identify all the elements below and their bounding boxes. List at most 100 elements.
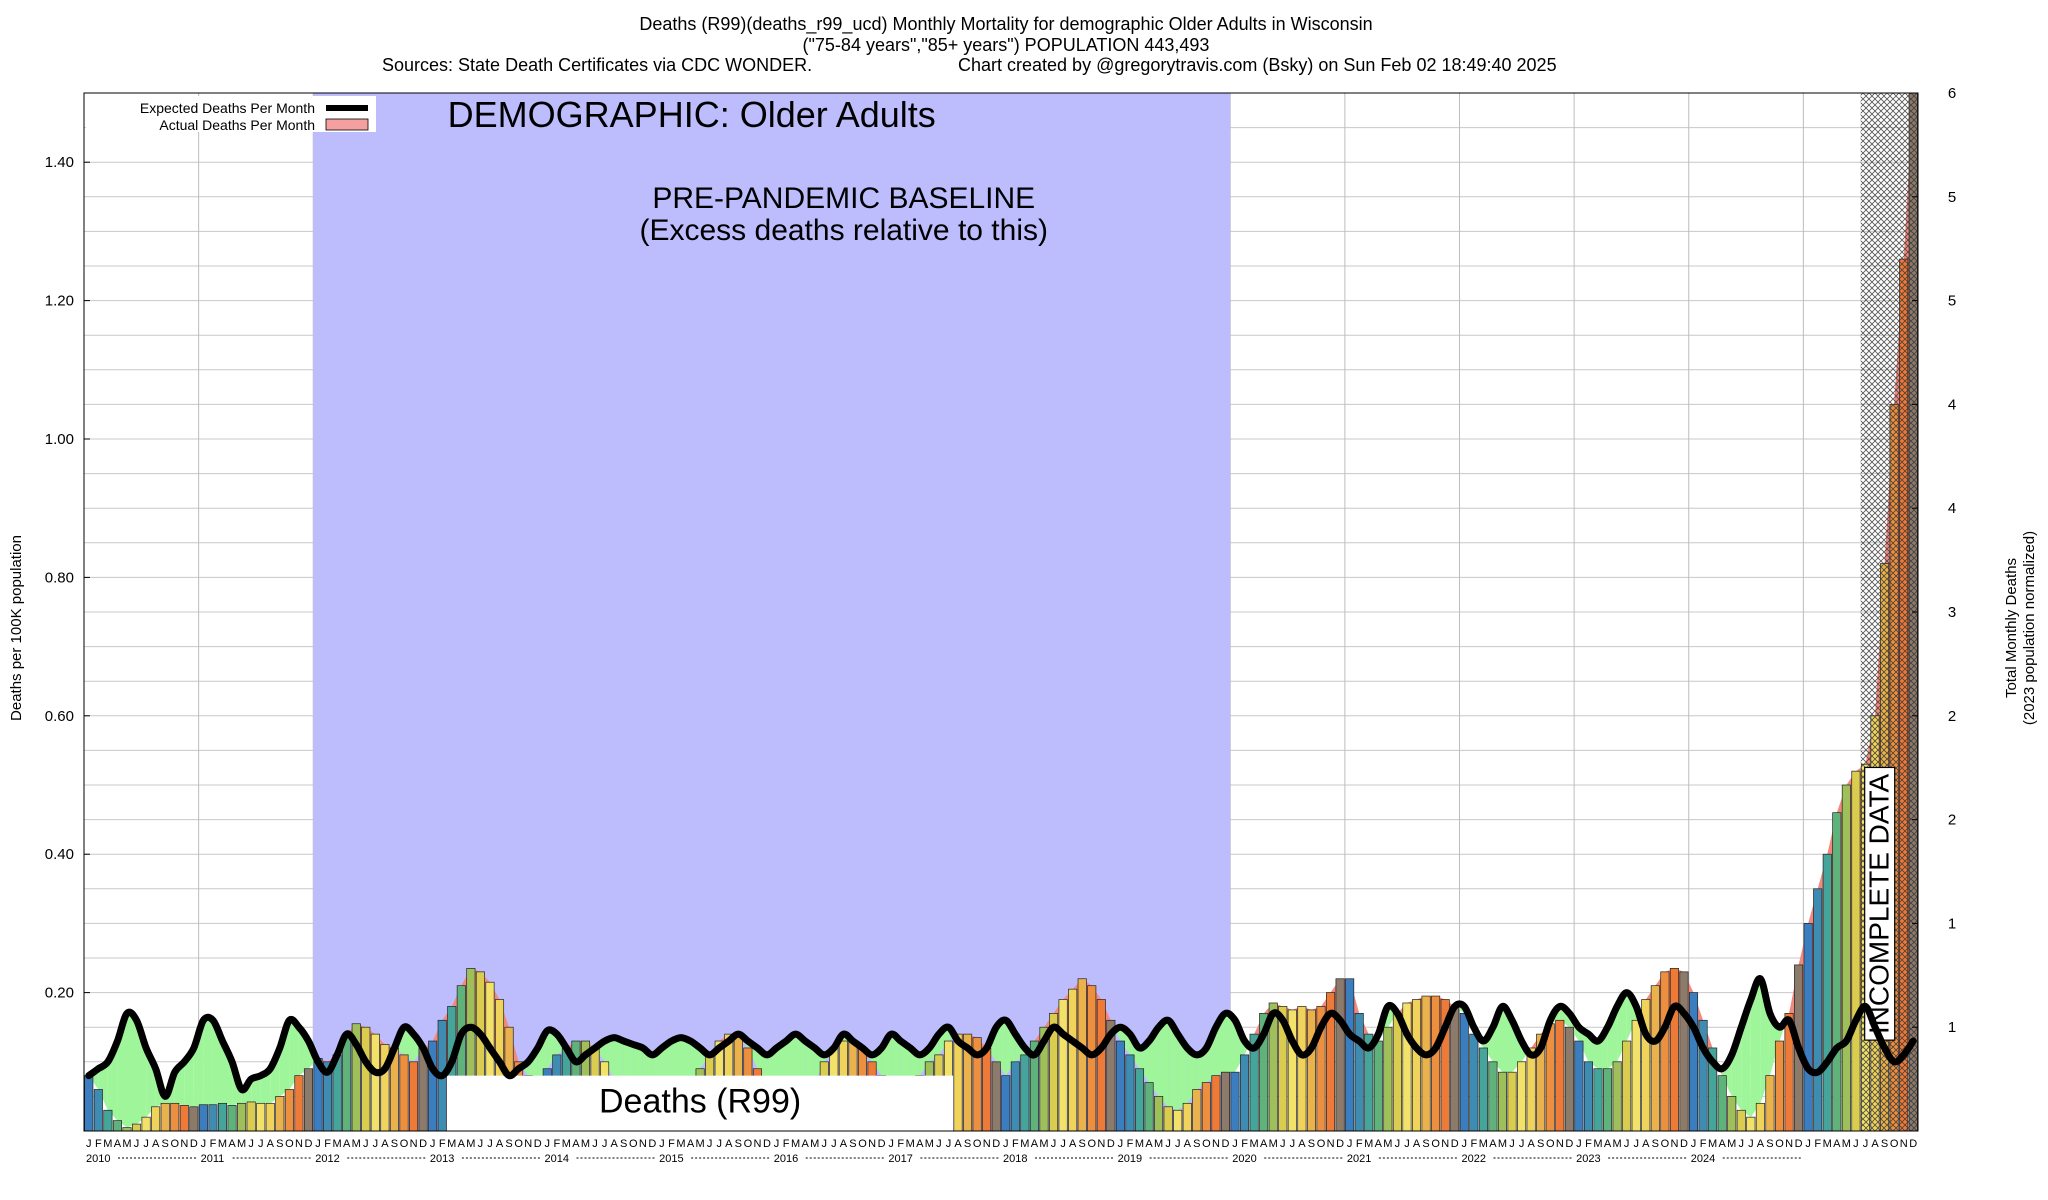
x-tick-month: F bbox=[1127, 1138, 1134, 1150]
deficit-area bbox=[1750, 978, 1761, 1118]
incomplete-data-label: INCOMPLETE DATA bbox=[1864, 773, 1895, 1034]
x-tick-month: S bbox=[1881, 1138, 1888, 1150]
x-tick-month: J bbox=[487, 1138, 493, 1150]
x-tick-month: O bbox=[400, 1138, 409, 1150]
cause-label: Deaths (R99) bbox=[599, 1083, 801, 1121]
x-tick-month: S bbox=[1422, 1138, 1429, 1150]
bar-actual-2011-3 bbox=[217, 1102, 228, 1132]
excess-area bbox=[1712, 1047, 1723, 1076]
x-tick-month: J bbox=[659, 1138, 665, 1150]
x-tick-month: F bbox=[783, 1138, 790, 1150]
baseline-note-2: (Excess deaths relative to this) bbox=[639, 214, 1048, 247]
x-tick-month: M bbox=[237, 1138, 246, 1150]
x-tick-month: O bbox=[1890, 1138, 1899, 1150]
x-tick-month: M bbox=[1250, 1138, 1259, 1150]
x-tick-month: J bbox=[248, 1138, 254, 1150]
x-tick-month: M bbox=[1269, 1138, 1278, 1150]
bar-actual-2010-12 bbox=[189, 1106, 199, 1132]
x-tick-month: N bbox=[1900, 1138, 1908, 1150]
deficit-area bbox=[251, 1075, 261, 1104]
chart-title: Deaths (R99)(deaths_r99_ucd) Monthly Mor… bbox=[639, 14, 1372, 35]
x-tick-month: F bbox=[439, 1138, 446, 1150]
x-tick-month: F bbox=[1700, 1138, 1707, 1150]
x-tick-month: M bbox=[676, 1138, 685, 1150]
x-tick-month: J bbox=[774, 1138, 780, 1150]
x-tick-month: M bbox=[352, 1138, 361, 1150]
x-tick-month: N bbox=[524, 1138, 532, 1150]
y-tick-label: 0.20 bbox=[45, 985, 74, 1002]
x-tick-month: D bbox=[878, 1138, 886, 1150]
bar-actual-2011-2 bbox=[208, 1104, 218, 1132]
x-tick-month: A bbox=[725, 1138, 733, 1150]
bar-actual-2023-10 bbox=[1660, 971, 1670, 1132]
bar-actual-2022-4 bbox=[1488, 1061, 1498, 1132]
x-tick-month: M bbox=[1020, 1138, 1029, 1150]
x-tick-month: S bbox=[391, 1138, 398, 1150]
x-tick-year: 2015 bbox=[659, 1153, 683, 1165]
x-tick-month: F bbox=[1585, 1138, 1592, 1150]
x-tick-year: 2019 bbox=[1118, 1153, 1142, 1165]
bar-actual-2024-7 bbox=[1746, 1116, 1756, 1132]
x-tick-month: A bbox=[572, 1138, 580, 1150]
bar-actual-2019-9 bbox=[1192, 1089, 1202, 1132]
bar-actual-2024-1 bbox=[1688, 992, 1699, 1132]
x-tick-month: D bbox=[534, 1138, 542, 1150]
x-tick-month: A bbox=[1260, 1138, 1268, 1150]
x-tick-month: S bbox=[1308, 1138, 1315, 1150]
bar-actual-2022-2 bbox=[1469, 1033, 1479, 1132]
x-tick-month: O bbox=[1202, 1138, 1211, 1150]
x-tick-month: J bbox=[134, 1138, 140, 1150]
bar-actual-2023-4 bbox=[1603, 1068, 1613, 1132]
x-tick-month: A bbox=[1833, 1138, 1841, 1150]
bar-actual-2010-8 bbox=[151, 1106, 161, 1132]
x-tick-month: J bbox=[1509, 1138, 1515, 1150]
bar-actual-2011-4 bbox=[227, 1105, 237, 1132]
x-tick-month: M bbox=[1135, 1138, 1144, 1150]
x-tick-month: S bbox=[735, 1138, 742, 1150]
x-tick-month: M bbox=[1383, 1138, 1392, 1150]
y-axis-ticks: 0.20 0.40 0.60 0.80 1.00 1.20 1.40 bbox=[45, 154, 90, 1002]
deficit-area bbox=[1149, 1027, 1159, 1097]
chart-credit: Chart created by @gregorytravis.com (Bsk… bbox=[958, 55, 1557, 75]
x-tick-month: N bbox=[1097, 1138, 1105, 1150]
x-tick-month: M bbox=[466, 1138, 475, 1150]
x-tick-month: O bbox=[1431, 1138, 1440, 1150]
bar-actual-2011-10 bbox=[284, 1089, 294, 1132]
legend-expected-label: Expected Deaths Per Month bbox=[140, 100, 315, 116]
x-tick-month: O bbox=[1317, 1138, 1326, 1150]
x-tick-month: M bbox=[1727, 1138, 1736, 1150]
x-tick-month: A bbox=[1642, 1138, 1650, 1150]
x-tick-month: J bbox=[1404, 1138, 1410, 1150]
bar-actual-2019-4 bbox=[1144, 1082, 1154, 1132]
y-tick-label: 0.60 bbox=[45, 708, 74, 725]
baseline-note-1: PRE-PANDEMIC BASELINE bbox=[652, 182, 1035, 215]
legend-actual-swatch bbox=[325, 118, 369, 131]
bar-actual-2011-8 bbox=[265, 1102, 275, 1132]
x-tick-month: A bbox=[1489, 1138, 1497, 1150]
bar-actual-2010-10 bbox=[170, 1102, 180, 1132]
deficit-area bbox=[1196, 1047, 1207, 1090]
bar-actual-2012-4 bbox=[342, 1033, 352, 1132]
x-tick-month: A bbox=[114, 1138, 122, 1150]
expected-deaths-line bbox=[85, 975, 1917, 1100]
x-tick-month: J bbox=[1051, 1138, 1057, 1150]
y2-tick-label: 1 bbox=[1948, 915, 1956, 932]
x-tick-month: F bbox=[1012, 1138, 1019, 1150]
bar-actual-2022-6 bbox=[1507, 1071, 1517, 1132]
x-tick-month: M bbox=[696, 1138, 705, 1150]
bar-actual-2024-10 bbox=[1774, 1040, 1785, 1132]
bar-actual-2023-6 bbox=[1622, 1040, 1632, 1132]
bar-actual-2019-8 bbox=[1182, 1102, 1192, 1132]
x-tick-month: M bbox=[581, 1138, 590, 1150]
x-tick-month: O bbox=[514, 1138, 523, 1150]
bar-actual-2019-2 bbox=[1125, 1054, 1135, 1132]
x-tick-month: A bbox=[1527, 1138, 1535, 1150]
bar-actual-2018-2 bbox=[1010, 1061, 1020, 1132]
bar-actual-2012-11 bbox=[409, 1061, 419, 1132]
x-tick-month: M bbox=[562, 1138, 571, 1150]
x-tick-month: J bbox=[545, 1138, 551, 1150]
x-tick-month: J bbox=[1118, 1138, 1124, 1150]
x-tick-month: N bbox=[180, 1138, 188, 1150]
x-tick-year: 2016 bbox=[774, 1153, 798, 1165]
